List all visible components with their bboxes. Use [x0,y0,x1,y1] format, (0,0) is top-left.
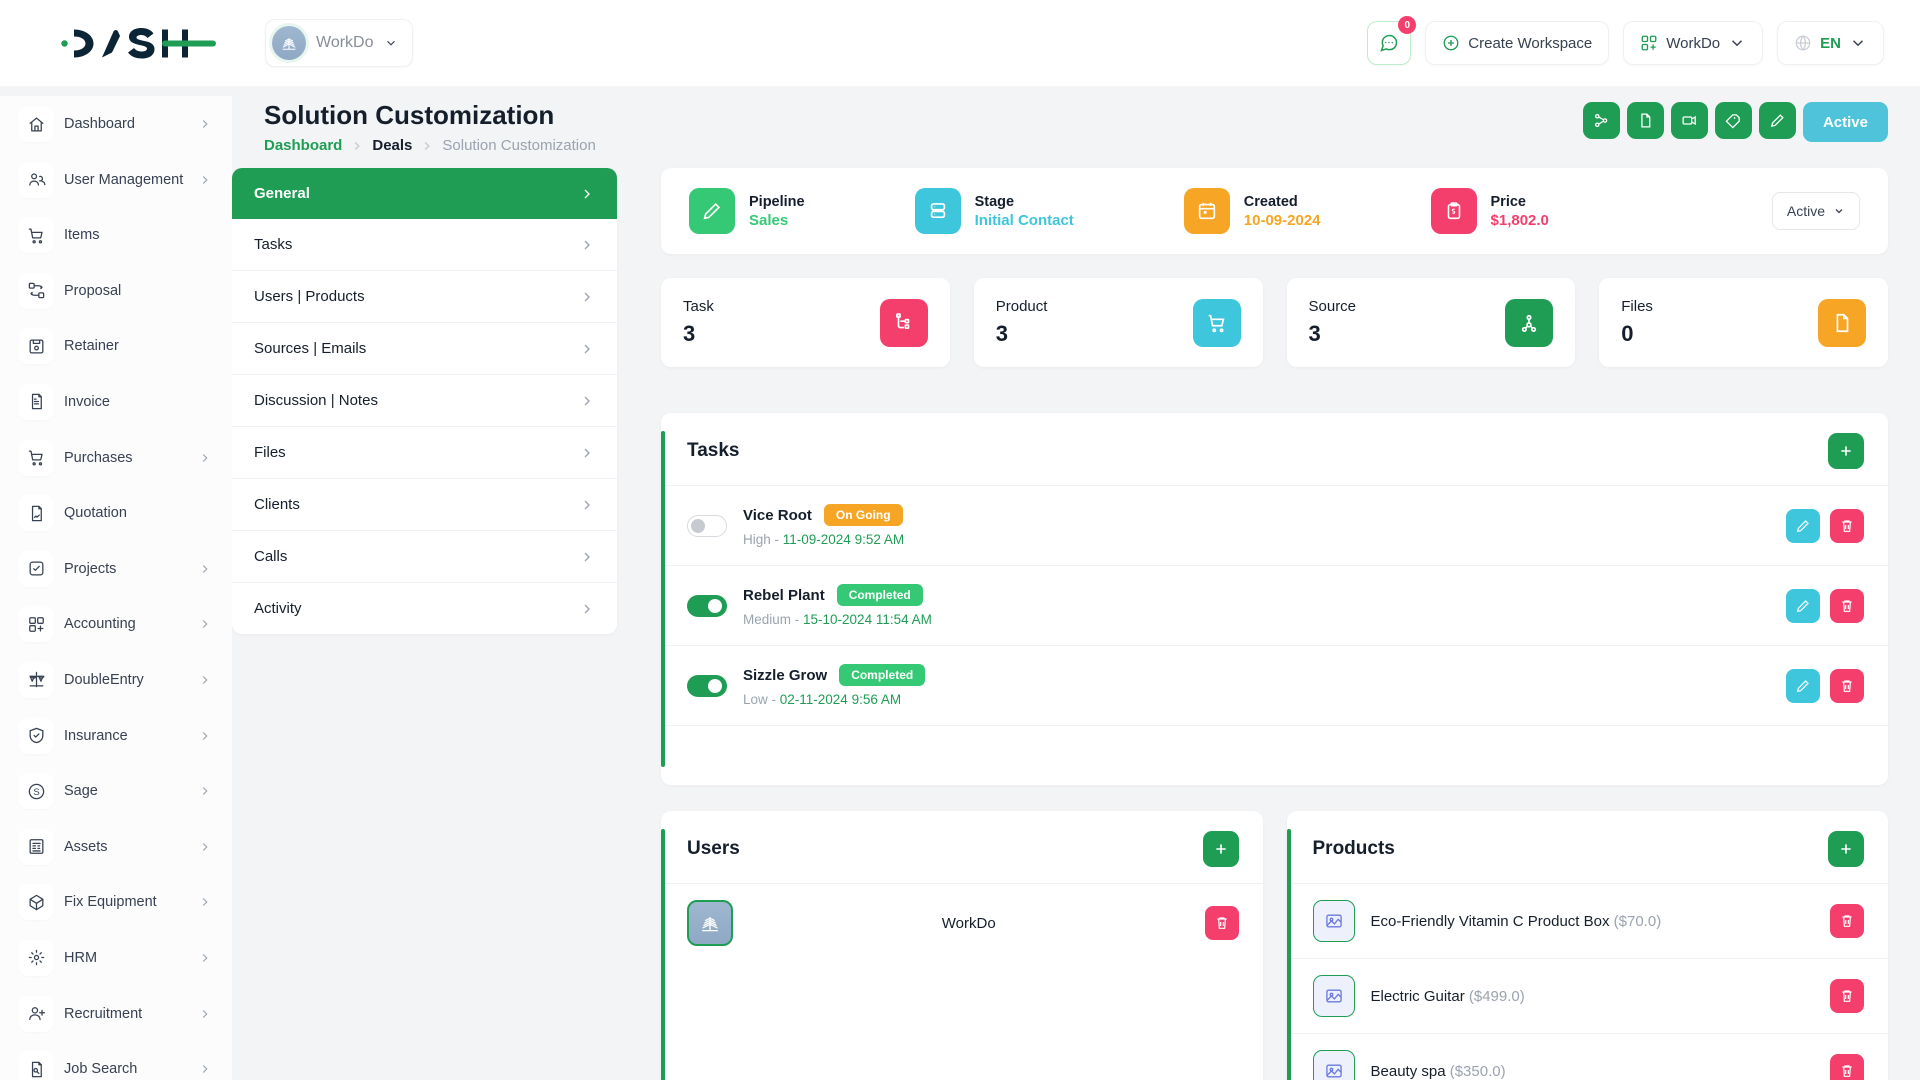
svg-text:S: S [33,787,39,798]
